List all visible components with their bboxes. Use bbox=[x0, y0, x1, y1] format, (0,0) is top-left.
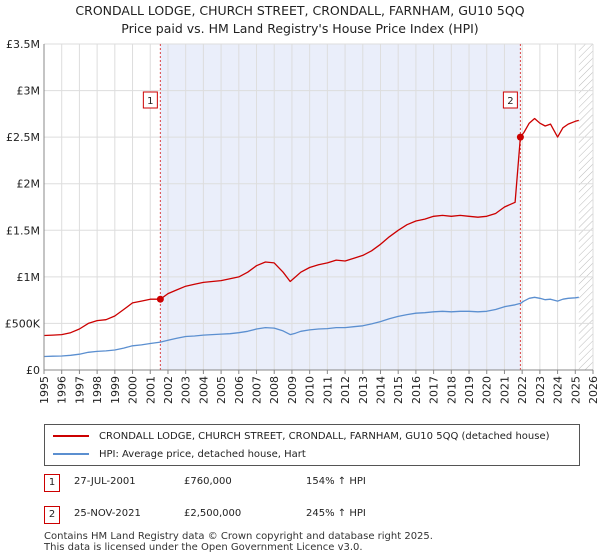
x-tick-label: 2002 bbox=[162, 376, 175, 404]
x-tick-label: 2010 bbox=[304, 376, 317, 404]
x-tick-label: 2011 bbox=[321, 376, 334, 404]
sale-label-box bbox=[502, 91, 518, 109]
y-tick-label: £1.5M bbox=[6, 224, 40, 237]
x-tick-label: 2017 bbox=[428, 376, 441, 404]
sale-label-text: 1 bbox=[147, 96, 153, 107]
sale-label-box bbox=[142, 91, 158, 109]
sale-number-badge: 2 bbox=[44, 506, 60, 524]
x-tick-label: 2012 bbox=[339, 376, 352, 404]
x-tick-label: 2024 bbox=[552, 376, 565, 404]
chart-legend: CRONDALL LODGE, CHURCH STREET, CRONDALL,… bbox=[44, 424, 580, 466]
shaded-period bbox=[160, 44, 521, 370]
sale-date: 25-NOV-2021 bbox=[74, 508, 141, 519]
x-tick-label: 2023 bbox=[534, 376, 547, 404]
sale-price: £760,000 bbox=[184, 476, 232, 487]
x-tick-label: 1999 bbox=[109, 376, 122, 404]
x-tick-label: 1998 bbox=[91, 376, 104, 404]
x-tick-label: 2015 bbox=[392, 376, 405, 404]
sale-point bbox=[516, 133, 524, 141]
x-tick-label: 2013 bbox=[357, 376, 370, 404]
x-tick-label: 2000 bbox=[127, 376, 140, 404]
x-tick-label: 2018 bbox=[445, 376, 458, 404]
x-tick-label: 1996 bbox=[56, 376, 69, 404]
legend-swatch-property bbox=[53, 435, 89, 437]
x-tick-label: 1997 bbox=[73, 376, 86, 404]
x-tick-label: 2007 bbox=[251, 376, 264, 404]
price-chart: 1 2 £0 £500K £1M £1.5M £2M £2.5M £3M £3.5M 1995 19… bbox=[5, 38, 600, 404]
legend-item-property: CRONDALL LODGE, CHURCH STREET, CRONDALL,… bbox=[53, 428, 550, 444]
x-tick-label: 2026 bbox=[587, 376, 600, 404]
x-tick-label: 2025 bbox=[569, 376, 582, 404]
x-tick-label: 2022 bbox=[516, 376, 529, 404]
chart-subtitle: Price paid vs. HM Land Registry's House … bbox=[121, 21, 479, 36]
x-tick-label: 2006 bbox=[233, 376, 246, 404]
legend-label-hpi: HPI: Average price, detached house, Hart bbox=[99, 448, 306, 460]
legend-swatch-hpi bbox=[53, 453, 89, 455]
legend-item-hpi: HPI: Average price, detached house, Hart bbox=[53, 446, 306, 462]
hatched-projection bbox=[578, 44, 593, 370]
sale-date: 27-JUL-2001 bbox=[74, 476, 136, 487]
x-tick-label: 2020 bbox=[481, 376, 494, 404]
x-tick-label: 2009 bbox=[286, 376, 299, 404]
x-tick-label: 1995 bbox=[38, 376, 51, 404]
y-tick-label: £3.5M bbox=[6, 38, 40, 51]
footer-copyright: Contains HM Land Registry data © Crown c… bbox=[44, 531, 433, 542]
x-tick-label: 2016 bbox=[410, 376, 423, 404]
sale-hpi-change: 154% ↑ HPI bbox=[306, 476, 366, 487]
x-tick-label: 2021 bbox=[498, 376, 511, 404]
sale-number-badge: 1 bbox=[44, 474, 60, 492]
x-tick-label: 2014 bbox=[374, 376, 387, 404]
x-tick-label: 2001 bbox=[144, 376, 157, 404]
hpi-line bbox=[43, 296, 579, 358]
footer-licence: This data is licensed under the Open Gov… bbox=[44, 542, 363, 553]
y-tick-label: £2M bbox=[17, 178, 41, 191]
chart-title: CRONDALL LODGE, CHURCH STREET, CRONDALL,… bbox=[75, 3, 525, 18]
x-tick-label: 2008 bbox=[268, 376, 281, 404]
y-tick-label: £0 bbox=[26, 364, 40, 377]
sale-point bbox=[156, 295, 164, 303]
y-tick-label: £1M bbox=[17, 271, 41, 284]
y-tick-label: £2.5M bbox=[6, 131, 40, 144]
sale-label-text: 2 bbox=[507, 96, 513, 107]
x-tick-label: 2004 bbox=[197, 376, 210, 404]
sale-hpi-change: 245% ↑ HPI bbox=[306, 508, 366, 519]
x-tick-label: 2005 bbox=[215, 376, 228, 404]
y-tick-label: £3M bbox=[17, 85, 41, 98]
sale-price: £2,500,000 bbox=[184, 508, 242, 519]
x-tick-label: 2003 bbox=[180, 376, 193, 404]
x-tick-label: 2019 bbox=[463, 376, 476, 404]
y-tick-label: £500K bbox=[5, 317, 41, 330]
legend-label-property: CRONDALL LODGE, CHURCH STREET, CRONDALL,… bbox=[99, 430, 550, 442]
